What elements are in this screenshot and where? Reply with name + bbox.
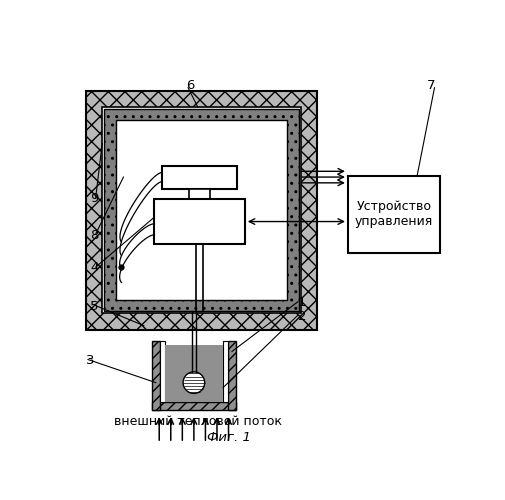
Bar (164, 345, 223, 402)
Bar (151, 402, 236, 410)
Bar (162, 166, 237, 188)
Text: Устройство
управления: Устройство управления (354, 200, 432, 228)
Text: 7: 7 (426, 78, 434, 92)
Bar (227, 341, 236, 410)
Bar (154, 200, 244, 244)
Text: 6: 6 (186, 78, 194, 92)
Bar (223, 341, 227, 402)
Bar (189, 188, 210, 200)
Text: 4: 4 (90, 262, 98, 274)
Bar (104, 109, 298, 312)
Text: 1: 1 (297, 296, 306, 309)
Bar (102, 107, 300, 314)
Text: 5: 5 (90, 300, 98, 313)
Text: 3: 3 (86, 354, 94, 367)
Text: 2: 2 (297, 310, 306, 322)
Circle shape (183, 372, 204, 394)
Text: 8: 8 (90, 228, 98, 241)
Text: 9: 9 (90, 192, 98, 205)
Text: Фиг. 1: Фиг. 1 (206, 431, 250, 444)
Bar (347, 176, 439, 252)
Text: внешний тепловой поток: внешний тепловой поток (114, 416, 281, 428)
Bar (116, 120, 287, 300)
Bar (151, 341, 160, 410)
Bar (86, 91, 317, 330)
Bar (160, 341, 164, 402)
